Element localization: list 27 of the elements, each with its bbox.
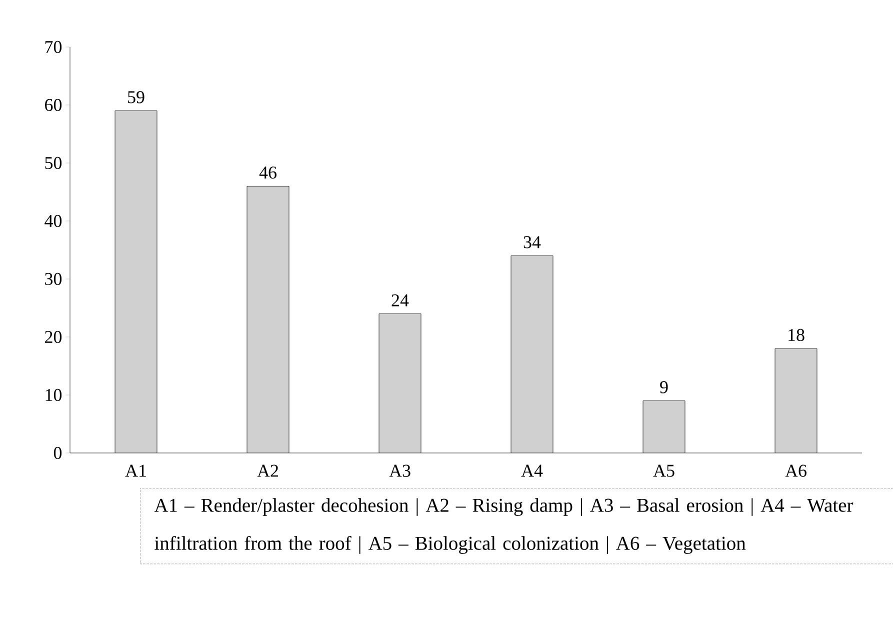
y-tick-label: 0 (54, 446, 62, 460)
y-tick-label: 50 (45, 156, 62, 170)
data-label: 59 (128, 91, 144, 104)
text: A1 – Render/plaster decohesion | A2 – Rising damp | A3 – Basal erosion | A4 – Water infiltration from the roof | A5 – Biological colonization | A6 – Vegetation (154, 498, 854, 554)
bar (379, 314, 422, 453)
x-tick-label: A6 (785, 464, 806, 477)
data-label: 18 (788, 328, 804, 342)
y-tick-label: 10 (46, 388, 62, 402)
bar (247, 186, 290, 453)
x-tick-label: A4 (521, 464, 543, 477)
data-label: 46 (259, 166, 276, 179)
x-tick-label: A5 (653, 464, 674, 477)
data-label: 34 (524, 236, 541, 248)
x-tick-label: A1 (125, 464, 146, 477)
data-label: 24 (392, 294, 409, 306)
y-tick-label: 20 (45, 330, 62, 344)
y-tick-label: 70 (45, 40, 62, 54)
bar (115, 110, 158, 453)
y-tick-label: 40 (44, 214, 62, 228)
bar (774, 348, 818, 453)
bar (643, 400, 686, 453)
data-label: 9 (660, 381, 668, 394)
y-tick-label: 60 (45, 98, 62, 112)
bar (511, 256, 554, 453)
y-tick-label: 30 (45, 272, 62, 286)
x-tick-label: A3 (389, 464, 410, 477)
x-tick-label: A2 (257, 464, 278, 477)
